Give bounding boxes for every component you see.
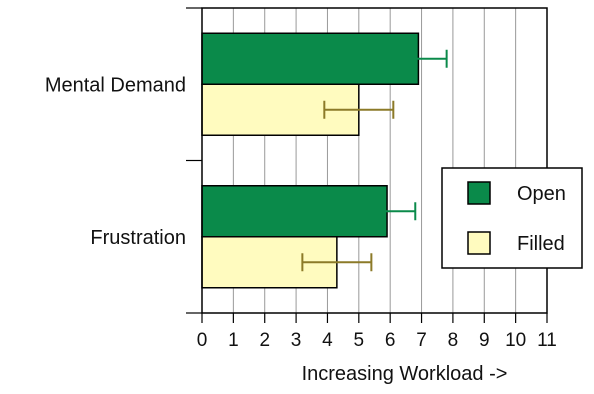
x-tick-label: 2 [259, 330, 270, 351]
x-tick-label: 9 [479, 330, 490, 351]
category-label: Frustration [90, 227, 186, 249]
bar-open [201, 32, 420, 85]
legend-label-open: Open [517, 183, 566, 205]
x-tick-label: 3 [291, 330, 302, 351]
x-tick-label: 10 [505, 330, 526, 351]
x-tick-label: 1 [228, 330, 239, 351]
y-axis-labels: Mental Demand Frustration [45, 74, 186, 249]
x-tick-label: 5 [354, 330, 365, 351]
x-tick-label: 6 [385, 330, 396, 351]
bars [201, 32, 420, 289]
category-label: Mental Demand [45, 74, 186, 96]
x-tick-label: 11 [537, 330, 557, 351]
error-bars [301, 49, 448, 272]
legend-swatch-open [467, 181, 491, 205]
legend-label-filled: Filled [517, 233, 565, 255]
x-tick-label: 4 [322, 330, 333, 351]
x-tick-label: 8 [448, 330, 459, 351]
x-axis-ticks: 0 1 2 3 4 5 6 7 8 9 10 11 [197, 313, 557, 351]
legend: Open Filled [441, 167, 583, 269]
x-tick-label: 0 [197, 330, 208, 351]
x-tick-label: 7 [416, 330, 427, 351]
x-axis-label: Increasing Workload -> [302, 363, 508, 385]
legend-swatch-filled [467, 231, 491, 255]
legend-box [441, 167, 583, 269]
y-axis-ticks [186, 7, 202, 314]
